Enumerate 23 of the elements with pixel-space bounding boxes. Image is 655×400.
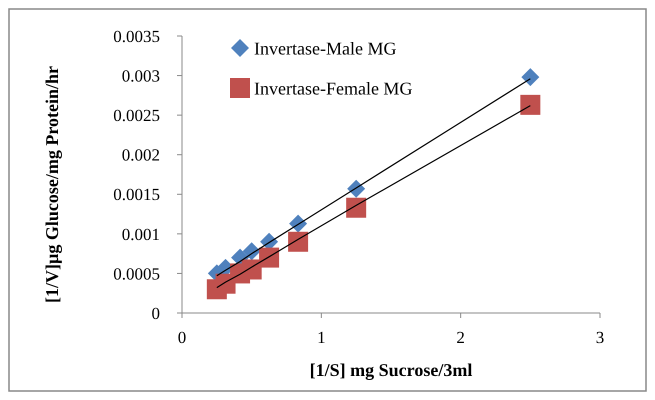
- x-axis-title: [1/S] mg Sucrose/3ml: [310, 360, 472, 380]
- x-tick-label: 0: [178, 328, 186, 347]
- y-tick-label: 0.0035: [113, 26, 160, 46]
- point: [346, 198, 366, 218]
- y-tick-label: 0.0015: [113, 185, 160, 204]
- y-tick-label: 0.0025: [113, 106, 160, 126]
- y-axis-title: [1/V]µg Glucose/mg Protein/hr: [42, 66, 62, 304]
- point: [347, 180, 366, 198]
- x-tick-label: 3: [596, 328, 604, 347]
- y-tick-label: 0: [152, 304, 160, 323]
- point: [289, 214, 308, 233]
- point: [288, 232, 308, 252]
- legend-label: Invertase-Male MG: [254, 38, 396, 58]
- y-tick-label: 0.003: [122, 66, 160, 86]
- y-tick-label: 0.001: [122, 224, 160, 244]
- x-tick-label: 2: [456, 328, 465, 347]
- legend-label: Invertase-Female MG: [254, 78, 412, 98]
- y-tick-label: 0.0005: [113, 264, 160, 284]
- point: [521, 68, 540, 86]
- point: [520, 94, 540, 115]
- y-tick-label: 0.002: [122, 146, 160, 165]
- x-tick-label: 1: [317, 328, 326, 347]
- point: [259, 248, 280, 268]
